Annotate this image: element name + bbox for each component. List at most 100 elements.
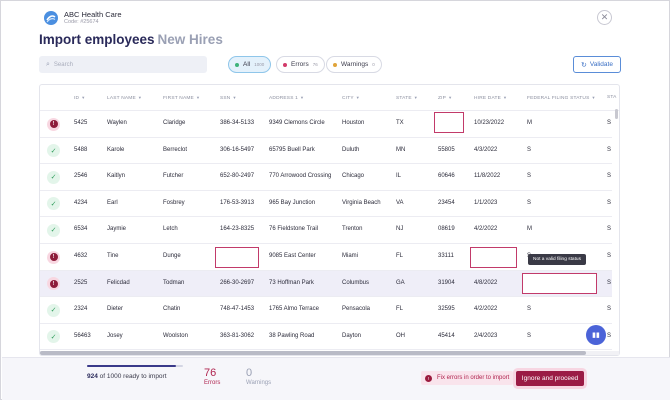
cell-zip[interactable]: 33111 [438,253,454,259]
cell-address[interactable]: 1765 Almo Terrace [269,306,319,313]
cell-id[interactable]: 4632 [74,253,88,259]
cell-first[interactable]: Futcher [163,173,184,180]
cell-hire[interactable]: 10/23/2022 [474,120,505,126]
column-header[interactable]: ADDRESS 1 ▼ [269,95,304,101]
cell-id[interactable]: 2546 [74,173,88,180]
column-header[interactable]: ID ▼ [74,95,85,101]
table-row[interactable]: ✓ 2324 Dieter Chatin 748-47-1453 1765 Almo Te… [40,297,612,324]
cell-city[interactable]: Pensacola [342,306,371,313]
cell-zip[interactable]: 31904 [438,279,455,286]
column-header[interactable]: STA [607,95,617,100]
column-header[interactable]: FEDERAL FILING STATUS ▼ [527,95,596,101]
cell-state[interactable]: FL [396,306,404,313]
filter-warnings[interactable]: Warnings 0 [326,56,382,73]
zip-error-cell[interactable] [434,112,464,133]
cell-hire[interactable]: 4/2/2022 [474,306,498,313]
column-header[interactable]: ZIP ▼ [438,95,452,101]
cell-ssn[interactable]: 748-47-1453 [220,306,255,313]
cell-ssn[interactable]: 652-80-2497 [220,173,255,180]
horizontal-scrollbar-thumb[interactable] [40,351,586,355]
cell-state[interactable]: TX [396,120,404,126]
cell-id[interactable]: 4234 [74,199,88,206]
cell-last[interactable]: Kaitlyn [107,173,126,180]
cell-first[interactable]: Letch [163,226,178,233]
cell-hire[interactable]: 4/2/2022 [474,226,498,233]
cell-first[interactable]: Claridge [163,120,186,126]
cell-id[interactable]: 6534 [74,226,88,233]
cell-hire[interactable]: 1/1/2023 [474,199,498,206]
cell-ssn[interactable]: 306-16-5497 [220,146,255,153]
cell-last[interactable]: Tine [107,253,119,259]
table-row[interactable]: ! 4632 Tine Dunge 9085 East Center Miami FL 331… [40,244,612,271]
cell-zip[interactable]: 45414 [438,332,455,339]
cell-city[interactable]: Houston [342,120,365,126]
cell-id[interactable]: 2525 [74,279,88,286]
cell-zip[interactable]: 55805 [438,146,455,153]
cell-address[interactable]: 38 Pawling Road [269,332,315,339]
cell-sta[interactable]: S [607,253,612,259]
floating-action-button[interactable]: ▮▮ [586,325,606,345]
cell-city[interactable]: Duluth [342,146,360,153]
cell-first[interactable]: Chatin [163,306,181,313]
cell-last[interactable]: Waylen [107,120,127,126]
cell-hire[interactable]: 4/8/2022 [474,279,498,286]
cell-city[interactable]: Chicago [342,173,365,180]
cell-sta[interactable]: S [607,332,612,339]
cell-address[interactable]: 73 Hoffman Park [269,279,314,286]
cell-last[interactable]: Earl [107,199,118,206]
cell-filing[interactable]: S [527,332,532,339]
cell-first[interactable]: Woolston [163,332,188,339]
cell-first[interactable]: Todman [163,279,185,286]
close-button[interactable]: ✕ [597,10,612,25]
filter-all[interactable]: All 1000 [228,56,272,73]
cell-state[interactable]: VA [396,199,404,206]
cell-last[interactable]: Felicdad [107,279,130,286]
ssn-error-cell[interactable] [215,247,259,268]
cell-ssn[interactable]: 164-23-8325 [220,226,255,233]
cell-ssn[interactable]: 386-34-5133 [220,120,255,126]
table-row[interactable]: ✓ 6534 Jaymie Letch 164-23-8325 76 Fieldstone… [40,217,612,244]
cell-hire[interactable]: 4/3/2022 [474,146,498,153]
cell-address[interactable]: 9085 East Center [269,253,316,259]
cell-id[interactable]: 5488 [74,146,88,153]
cell-ssn[interactable]: 363-81-3062 [220,332,255,339]
cell-ssn[interactable]: 176-53-3913 [220,199,255,206]
column-header[interactable]: HIRE DATE ▼ [474,95,507,101]
cell-address[interactable]: 65795 Buell Park [269,146,315,153]
table-row[interactable]: ! 2525 Felicdad Todman 266-30-2697 73 Hoffman… [40,270,612,298]
column-header[interactable]: FIRST NAME ▼ [163,95,200,101]
cell-sta[interactable]: S [607,199,612,206]
column-header[interactable]: CITY ▼ [342,95,360,101]
cell-address[interactable]: 9349 Clemons Circle [269,120,325,126]
cell-zip[interactable]: 08619 [438,226,455,233]
cell-sta[interactable]: S [607,146,612,153]
column-header[interactable]: LAST NAME ▼ [107,95,142,101]
cell-hire[interactable]: 11/8/2022 [474,173,501,180]
cell-state[interactable]: FL [396,253,404,259]
cell-city[interactable]: Columbus [342,279,370,286]
search-input[interactable]: ⌕ Search [39,56,207,73]
cell-address[interactable]: 76 Fieldstone Trail [269,226,319,233]
cell-id[interactable]: 5425 [74,120,88,126]
cell-address[interactable]: 770 Arrowood Crossing [269,173,332,180]
cell-last[interactable]: Jaymie [107,226,127,233]
cell-sta[interactable]: S [607,120,612,126]
cell-state[interactable]: MN [396,146,406,153]
cell-last[interactable]: Karole [107,146,125,153]
cell-hire[interactable]: 2/4/2023 [474,332,498,339]
cell-id[interactable]: 56463 [74,332,91,339]
cell-filing[interactable]: M [527,120,532,126]
table-row[interactable]: ✓ 2546 Kaitlyn Futcher 652-80-2497 770 Arrowo… [40,164,612,191]
cell-first[interactable]: Fosbrey [163,199,185,206]
cell-state[interactable]: OH [396,332,405,339]
filing-status-error-cell[interactable] [522,272,597,294]
cell-first[interactable]: Berreclot [163,146,188,153]
cell-sta[interactable]: S [607,226,612,233]
cell-zip[interactable]: 23454 [438,199,455,206]
table-row[interactable]: ✓ 5488 Karole Berreclot 306-16-5497 65795 Bue… [40,138,612,165]
cell-filing[interactable]: M [527,226,532,233]
table-row[interactable]: ✓ 56463 Josey Woolston 363-81-3062 38 Pawling… [40,324,612,351]
cell-last[interactable]: Dieter [107,306,124,313]
cell-filing[interactable]: S [527,306,532,313]
cell-first[interactable]: Dunge [163,253,181,259]
